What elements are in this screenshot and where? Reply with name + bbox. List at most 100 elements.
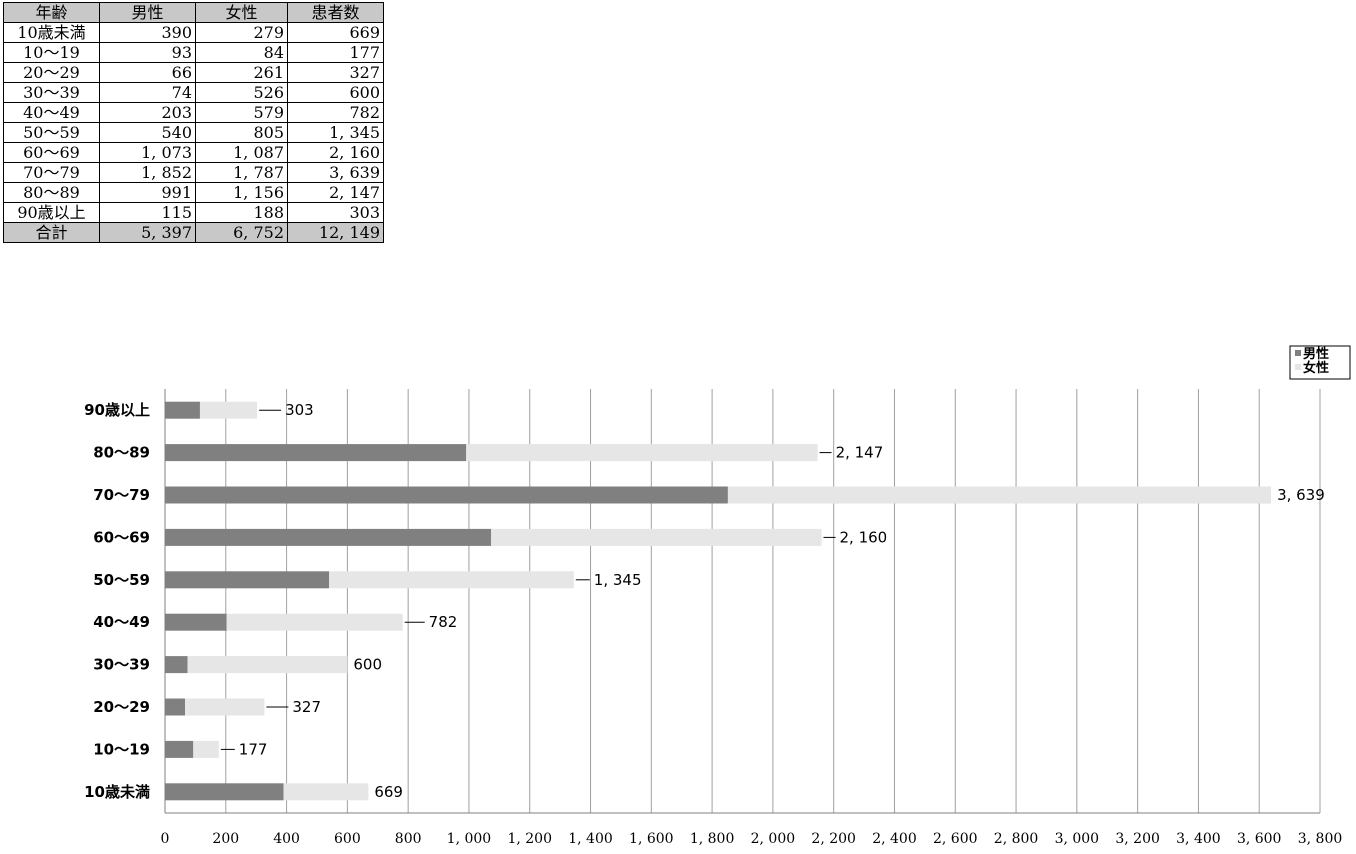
x-tick-label: 2, 800 <box>994 831 1039 847</box>
table-row: 40～49 203 579 782 <box>3 102 384 123</box>
x-tick-label: 3, 400 <box>1176 831 1221 847</box>
cell-male: 540 <box>99 122 196 143</box>
x-tick-label: 0 <box>161 831 170 847</box>
cell-age: 40～49 <box>3 102 100 123</box>
y-category-label: 60～69 <box>93 528 150 546</box>
table-row: 30～39 74 526 600 <box>3 82 384 103</box>
total-data-label: 782 <box>429 613 458 631</box>
cell-total: 782 <box>287 102 384 123</box>
table-row: 10歳未満 390 279 669 <box>3 22 384 43</box>
table-row: 60～69 1, 073 1, 087 2, 160 <box>3 142 384 163</box>
total-data-label: 2, 147 <box>836 444 884 462</box>
legend-swatch-male <box>1295 350 1301 356</box>
y-category-label: 50～59 <box>93 571 150 589</box>
x-tick-label: 1, 000 <box>447 831 492 847</box>
patient-age-table: 年齢 男性 女性 患者数 10歳未満 390 279 669 10～19 93 84 177 2… <box>3 2 384 243</box>
bar-male <box>165 783 284 801</box>
cell-female: 579 <box>195 102 288 123</box>
cell-total: 12, 149 <box>287 222 384 243</box>
x-tick-label: 1, 400 <box>568 831 613 847</box>
x-tick-label: 2, 000 <box>751 831 796 847</box>
bar-female <box>193 740 219 758</box>
bar-male <box>165 486 728 504</box>
y-category-label: 10歳未満 <box>84 783 150 801</box>
cell-age: 合計 <box>3 222 100 243</box>
bar-female <box>466 444 818 462</box>
legend-swatch-female <box>1295 364 1301 370</box>
table-header-row: 年齢 男性 女性 患者数 <box>3 2 384 23</box>
cell-female: 188 <box>195 202 288 223</box>
legend-box <box>1289 345 1351 380</box>
cell-female: 1, 156 <box>195 182 288 203</box>
table-row: 80～89 991 1, 156 2, 147 <box>3 182 384 203</box>
x-tick-label: 1, 600 <box>629 831 674 847</box>
x-tick-label: 600 <box>334 831 361 847</box>
header-age: 年齢 <box>3 2 100 23</box>
bar-male <box>165 613 227 631</box>
table-row: 90歳以上 115 188 303 <box>3 202 384 223</box>
y-category-label: 20～29 <box>93 698 150 716</box>
cell-female: 6, 752 <box>195 222 288 243</box>
x-tick-label: 3, 200 <box>1115 831 1160 847</box>
bar-female <box>727 486 1272 504</box>
x-tick-label: 3, 000 <box>1055 831 1100 847</box>
header-male: 男性 <box>99 2 196 23</box>
cell-male: 1, 073 <box>99 142 196 163</box>
x-tick-label: 2, 200 <box>811 831 856 847</box>
y-category-label: 40～49 <box>93 613 150 631</box>
total-data-label: 177 <box>239 740 268 758</box>
cell-age: 70～79 <box>3 162 100 183</box>
bar-female <box>283 783 369 801</box>
cell-female: 526 <box>195 82 288 103</box>
bar-male <box>165 656 188 674</box>
bar-female <box>185 698 265 716</box>
total-data-label: 327 <box>292 698 321 716</box>
total-data-label: 600 <box>353 656 382 674</box>
y-category-label: 80～89 <box>93 444 150 462</box>
x-tick-label: 3, 800 <box>1298 831 1343 847</box>
legend-label: 女性 <box>1303 360 1329 376</box>
cell-total: 2, 160 <box>287 142 384 163</box>
bar-female <box>199 401 258 419</box>
legend-label: 男性 <box>1303 346 1329 362</box>
x-tick-label: 800 <box>395 831 422 847</box>
bar-male <box>165 444 467 462</box>
cell-total: 327 <box>287 62 384 83</box>
total-data-label: 669 <box>374 783 403 801</box>
table-total-row: 合計 5, 397 6, 752 12, 149 <box>3 222 384 243</box>
x-tick-label: 3, 600 <box>1237 831 1282 847</box>
bar-female <box>329 571 574 589</box>
bar-female <box>187 656 348 674</box>
cell-age: 20～29 <box>3 62 100 83</box>
cell-age: 90歳以上 <box>3 202 100 223</box>
total-data-label: 3, 639 <box>1277 486 1325 504</box>
bar-male <box>165 528 492 546</box>
y-category-label: 10～19 <box>93 740 150 758</box>
bar-female <box>226 613 403 631</box>
x-tick-label: 1, 200 <box>507 831 552 847</box>
y-category-label: 70～79 <box>93 486 150 504</box>
x-tick-label: 400 <box>273 831 300 847</box>
bar-male <box>165 698 186 716</box>
x-tick-label: 2, 600 <box>933 831 978 847</box>
bar-female <box>491 528 822 546</box>
cell-male: 203 <box>99 102 196 123</box>
cell-female: 1, 087 <box>195 142 288 163</box>
cell-female: 805 <box>195 122 288 143</box>
bar-male <box>165 571 330 589</box>
bar-male <box>165 740 194 758</box>
x-tick-label: 1, 800 <box>690 831 735 847</box>
cell-total: 1, 345 <box>287 122 384 143</box>
total-data-label: 1, 345 <box>594 571 642 589</box>
header-female: 女性 <box>195 2 288 23</box>
y-category-label: 90歳以上 <box>84 401 150 419</box>
total-data-label: 2, 160 <box>840 528 888 546</box>
x-tick-label: 2, 400 <box>872 831 917 847</box>
total-data-label: 303 <box>285 401 314 419</box>
bar-male <box>165 401 200 419</box>
y-category-label: 30～39 <box>93 656 150 674</box>
cell-female: 1, 787 <box>195 162 288 183</box>
cell-female: 279 <box>195 22 288 43</box>
x-tick-label: 200 <box>212 831 239 847</box>
